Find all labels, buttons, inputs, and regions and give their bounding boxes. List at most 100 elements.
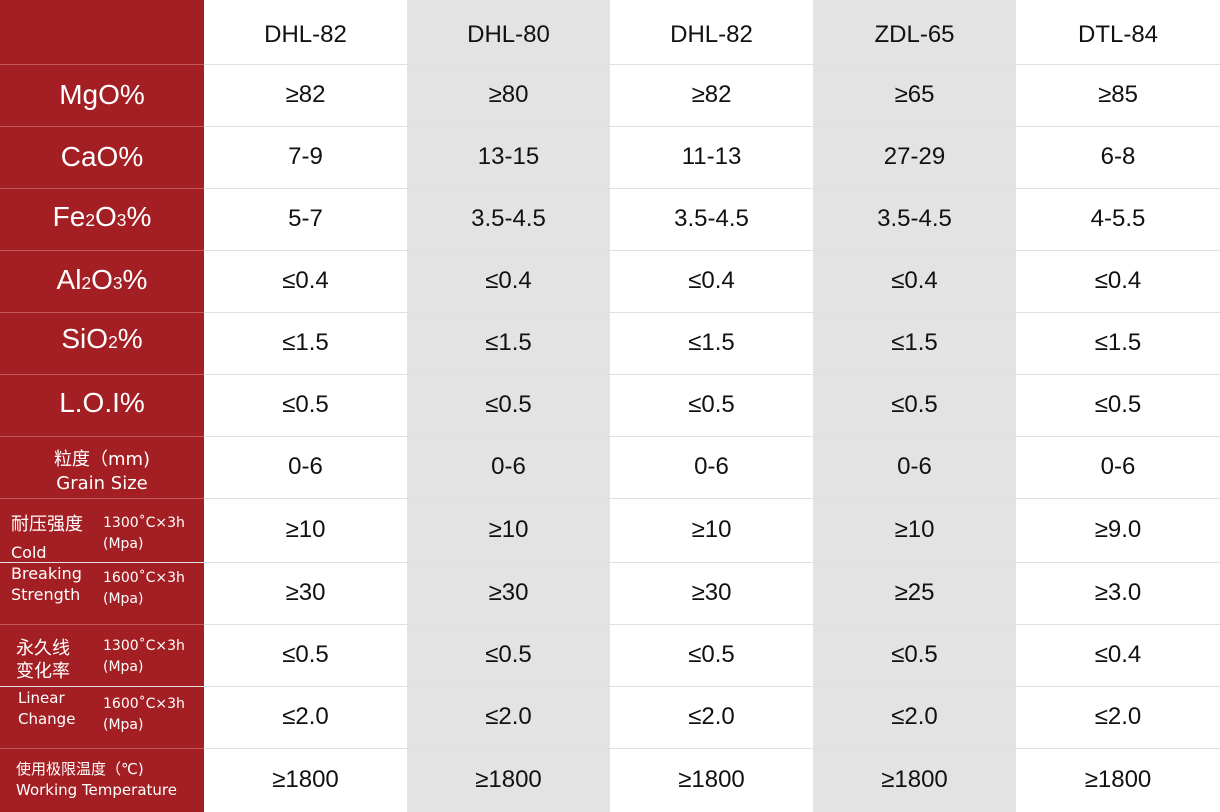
table-cell: ≤1.5 — [891, 329, 938, 356]
table-cell: ≥65 — [894, 81, 935, 108]
label-divider — [0, 64, 204, 65]
table-cell: 3.5-4.5 — [877, 205, 952, 232]
table-cell: ≥82 — [285, 81, 326, 108]
row-divider — [0, 436, 1220, 437]
label-cbs-cond1600: 1600˚C×3h — [103, 570, 185, 586]
table-cell: 0-6 — [897, 453, 932, 480]
table-cell: ≥1800 — [475, 766, 542, 793]
label-divider — [0, 312, 204, 313]
table-cell: ≤0.5 — [485, 641, 532, 668]
row-divider — [0, 374, 1220, 375]
label-al2o3: Al 2 O 3% — [56, 264, 148, 295]
row-divider — [0, 498, 1220, 499]
label-sio2: SiO 2% — [61, 323, 143, 354]
table-cell: 0-6 — [694, 453, 729, 480]
label-cbs-en1: Cold — [11, 543, 47, 562]
table-cell: ≥10 — [894, 516, 935, 543]
label-cbs-unit2: (Mpa) — [103, 591, 144, 607]
table-cell: 27-29 — [883, 143, 946, 170]
row-divider — [0, 748, 1220, 749]
label-column — [0, 0, 204, 812]
label-wt-en: Working Temperature — [16, 781, 177, 799]
label-cao: CaO% — [60, 141, 144, 172]
table-cell: ≥80 — [488, 81, 529, 108]
table-cell: 0-6 — [1100, 453, 1136, 480]
label-cbs-cond1300: 1300˚C×3h — [103, 515, 185, 531]
table-cell: ≤1.5 — [688, 329, 735, 356]
label-cbs-unit1: (Mpa) — [103, 536, 144, 552]
label-plc-cn2: 变化率 — [16, 661, 70, 682]
column-shade — [813, 0, 1016, 812]
table-cell: ≤0.4 — [1094, 641, 1142, 668]
label-cbs-en2: Breaking — [11, 564, 82, 583]
row-divider — [0, 562, 1220, 563]
table-cell: 13-15 — [477, 143, 540, 170]
label-plc-en1: Linear — [18, 689, 65, 707]
table-cell: ≤0.5 — [891, 641, 938, 668]
table-cell: 7-9 — [288, 143, 323, 170]
table-cell: ≥3.0 — [1094, 579, 1142, 606]
table-cell: ≤2.0 — [1094, 703, 1142, 730]
table-cell: ≥30 — [488, 579, 529, 606]
table-cell: 6-8 — [1100, 143, 1136, 170]
label-plc-en2: Change — [18, 710, 76, 728]
table-cell: ≤0.4 — [688, 267, 735, 294]
label-plc-cond1300: 1300˚C×3h — [103, 638, 185, 654]
table-cell: ≥10 — [488, 516, 529, 543]
table-cell: ≤1.5 — [282, 329, 329, 356]
table-cell: ≤2.0 — [891, 703, 938, 730]
label-divider — [0, 624, 204, 625]
label-divider — [0, 498, 204, 499]
label-plc-cn1: 永久线 — [16, 638, 70, 659]
table-cell: ≤0.5 — [282, 391, 329, 418]
label-cbs-cn: 耐压强度 — [11, 514, 83, 535]
row-divider — [0, 250, 1220, 251]
label-grain-cn: 粒度（mm) — [53, 449, 151, 470]
label-cbs-en3: Strength — [11, 585, 81, 604]
table-cell: 4-5.5 — [1090, 205, 1146, 232]
table-cell: ≥1800 — [272, 766, 339, 793]
table-cell: ≥85 — [1098, 81, 1138, 108]
table-cell: ≥1800 — [881, 766, 948, 793]
table-cell: ≤0.5 — [688, 641, 735, 668]
table-cell: ≥82 — [691, 81, 732, 108]
column-header: DHL-82 — [670, 21, 753, 48]
label-fe2o3: Fe 2 O 3% — [52, 201, 152, 232]
row-divider — [0, 686, 1220, 687]
row-divider — [0, 126, 1220, 127]
label-divider — [0, 748, 204, 749]
label-mgo: MgO% — [59, 79, 145, 110]
table-cell: ≥9.0 — [1094, 516, 1142, 543]
row-divider — [0, 188, 1220, 189]
table-cell: ≤0.4 — [891, 267, 938, 294]
column-header: DTL-84 — [1077, 21, 1159, 48]
label-plc-unit1: (Mpa) — [103, 659, 144, 675]
table-cell: 0-6 — [491, 453, 526, 480]
column-shade — [407, 0, 610, 812]
label-grain-en: Grain Size — [56, 473, 148, 494]
label-loi: L.O.I% — [59, 387, 145, 418]
row-divider — [0, 624, 1220, 625]
table-cell: 5-7 — [288, 205, 323, 232]
table-cell: ≤0.5 — [282, 641, 329, 668]
label-divider — [0, 250, 204, 251]
column-header: ZDL-65 — [874, 21, 955, 48]
table-cell: ≤2.0 — [485, 703, 532, 730]
table-cell: ≥30 — [691, 579, 732, 606]
table-cell: ≤0.5 — [891, 391, 938, 418]
table-cell: ≥1800 — [1084, 766, 1152, 793]
table-cell: ≤0.5 — [688, 391, 735, 418]
label-plc-cond1600: 1600˚C×3h — [103, 696, 185, 712]
table-cell: ≤2.0 — [688, 703, 735, 730]
table-cell: ≤0.5 — [485, 391, 532, 418]
label-plc-unit2: (Mpa) — [103, 717, 144, 733]
table-cell: ≥1800 — [678, 766, 745, 793]
table-cell: ≥25 — [894, 579, 935, 606]
table-cell: ≤0.4 — [485, 267, 532, 294]
column-header: DHL-80 — [467, 21, 550, 48]
label-divider — [0, 126, 204, 127]
label-wt-cn: 使用极限温度（℃) — [16, 760, 144, 778]
table-cell: 3.5-4.5 — [471, 205, 546, 232]
table-cell: 3.5-4.5 — [674, 205, 749, 232]
